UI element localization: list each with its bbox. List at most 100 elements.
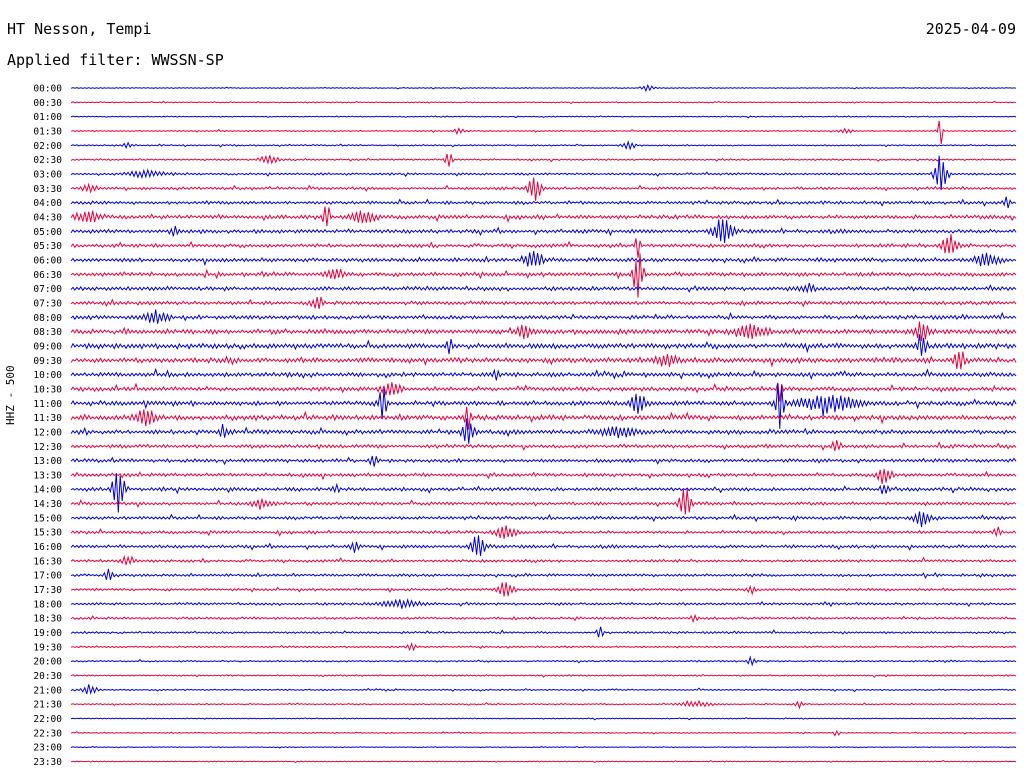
trace-1730: [70, 582, 1017, 597]
row-label-1400: 14:00: [33, 485, 62, 496]
row-label-2100: 21:00: [33, 685, 62, 696]
trace-1830: [70, 613, 1017, 624]
row-label-1630: 16:30: [33, 556, 62, 567]
row-label-0400: 04:00: [33, 198, 62, 209]
trace-2330: [70, 759, 1017, 763]
row-label-1330: 13:30: [33, 470, 62, 481]
trace-1300: [70, 455, 1017, 467]
row-label-1230: 12:30: [33, 442, 62, 453]
trace-1700: [70, 568, 1017, 580]
trace-0030: [70, 100, 1017, 105]
trace-2130: [70, 699, 1017, 710]
trace-0700: [70, 282, 1017, 294]
row-label-1700: 17:00: [33, 571, 62, 582]
trace-2000: [70, 655, 1017, 667]
station-title: HT Nesson, Tempi: [7, 20, 152, 38]
row-label-1100: 11:00: [33, 399, 62, 410]
row-label-1600: 16:00: [33, 542, 62, 553]
row-label-2030: 20:30: [33, 671, 62, 682]
row-label-0830: 08:30: [33, 327, 62, 338]
row-label-1900: 19:00: [33, 628, 62, 639]
row-label-0300: 03:00: [33, 169, 62, 180]
trace-1000: [70, 367, 1017, 381]
trace-0330: [70, 177, 1017, 201]
trace-2100: [70, 684, 1017, 695]
trace-1630: [70, 554, 1017, 566]
trace-0500: [70, 219, 1017, 243]
row-label-0700: 07:00: [33, 284, 62, 295]
row-label-2300: 23:00: [33, 743, 62, 754]
trace-1430: [70, 489, 1017, 515]
row-label-0000: 00:00: [33, 84, 62, 95]
row-label-1830: 18:30: [33, 614, 62, 625]
trace-1500: [70, 511, 1017, 528]
row-label-0600: 06:00: [33, 255, 62, 266]
date-label: 2025-04-09: [925, 20, 1016, 38]
trace-0400: [70, 196, 1017, 209]
trace-2030: [70, 673, 1017, 678]
row-label-0130: 01:30: [33, 126, 62, 137]
row-label-0930: 09:30: [33, 356, 62, 367]
trace-0600: [70, 250, 1017, 267]
trace-0200: [70, 139, 1017, 151]
trace-1030: [70, 382, 1017, 402]
row-label-2130: 21:30: [33, 700, 62, 711]
trace-0630: [70, 253, 1017, 298]
row-label-1430: 14:30: [33, 499, 62, 510]
trace-1530: [70, 525, 1017, 539]
row-label-1500: 15:00: [33, 513, 62, 524]
trace-1330: [70, 468, 1017, 484]
trace-1100: [70, 383, 1017, 429]
trace-0930: [70, 351, 1017, 370]
row-label-0200: 02:00: [33, 141, 62, 152]
trace-1600: [70, 535, 1017, 557]
row-label-1300: 13:00: [33, 456, 62, 467]
trace-2200: [70, 717, 1017, 721]
row-label-1000: 10:00: [33, 370, 62, 381]
trace-0830: [70, 321, 1017, 342]
trace-0000: [70, 83, 1017, 93]
row-label-1530: 15:30: [33, 528, 62, 539]
row-label-0530: 05:30: [33, 241, 62, 252]
trace-1230: [70, 440, 1017, 452]
row-label-2000: 20:00: [33, 657, 62, 668]
trace-0430: [70, 206, 1017, 227]
trace-1930: [70, 642, 1017, 652]
row-label-0230: 02:30: [33, 155, 62, 166]
row-label-0630: 06:30: [33, 270, 62, 281]
row-label-0330: 03:30: [33, 184, 62, 195]
row-label-1030: 10:30: [33, 384, 62, 395]
trace-2300: [70, 745, 1017, 749]
row-label-0730: 07:30: [33, 298, 62, 309]
row-label-0030: 00:30: [33, 98, 62, 109]
row-label-0430: 04:30: [33, 212, 62, 223]
row-label-1730: 17:30: [33, 585, 62, 596]
row-label-0800: 08:00: [33, 313, 62, 324]
row-label-2330: 23:30: [33, 757, 62, 768]
row-label-0100: 01:00: [33, 112, 62, 123]
row-label-2230: 22:30: [33, 728, 62, 739]
trace-1200: [70, 418, 1017, 444]
trace-0800: [70, 309, 1017, 324]
trace-2230: [70, 729, 1017, 737]
trace-1800: [70, 597, 1017, 609]
trace-0900: [70, 334, 1017, 356]
trace-0130: [70, 120, 1017, 145]
trace-0530: [70, 234, 1017, 258]
row-label-0500: 05:00: [33, 227, 62, 238]
row-label-1800: 18:00: [33, 599, 62, 610]
trace-1900: [70, 626, 1017, 638]
filter-label: Applied filter: WWSSN-SP: [7, 51, 224, 69]
trace-0100: [70, 115, 1017, 119]
row-label-1130: 11:30: [33, 413, 62, 424]
row-label-0900: 09:00: [33, 341, 62, 352]
trace-1130: [70, 406, 1017, 430]
row-label-1930: 19:30: [33, 642, 62, 653]
trace-0300: [70, 155, 1017, 191]
row-label-2200: 22:00: [33, 714, 62, 725]
trace-1400: [70, 472, 1017, 513]
row-label-1200: 12:00: [33, 427, 62, 438]
trace-0730: [70, 296, 1017, 309]
trace-0230: [70, 153, 1017, 167]
